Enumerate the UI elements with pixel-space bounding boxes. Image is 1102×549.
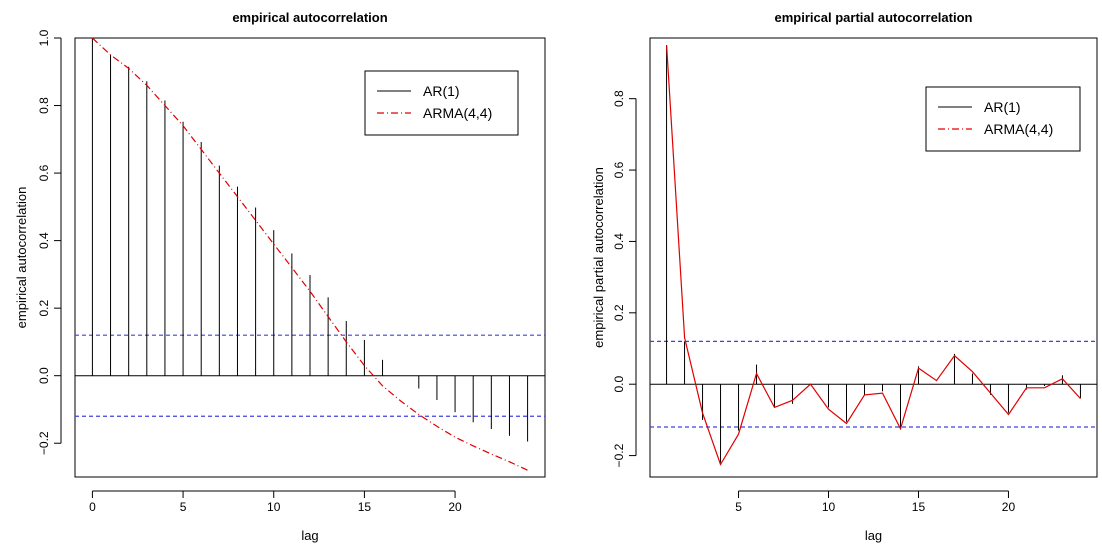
legend-label-ar: AR(1): [423, 83, 460, 99]
plot-frame: [649, 37, 1098, 478]
x-tick-label: 5: [735, 500, 742, 514]
y-tick-label: 0.8: [37, 97, 51, 114]
y-tick-label: 0.6: [612, 161, 626, 178]
y-axis-label: empirical autocorrelation: [14, 187, 29, 329]
x-tick-label: 5: [180, 500, 187, 514]
y-tick-label: −0.2: [37, 431, 51, 455]
y-tick-label: 0.8: [612, 90, 626, 107]
y-tick-label: 0.4: [612, 233, 626, 250]
autocorrelation-panel: empirical autocorrelation lag empirical au…: [14, 10, 546, 543]
y-tick-label: 1.0: [37, 29, 51, 46]
legend-box: [925, 86, 1081, 152]
y-tick-label: 0.0: [612, 376, 626, 393]
legend-label-ar: AR(1): [984, 99, 1021, 115]
legend-label-arma: ARMA(4,4): [423, 105, 492, 121]
x-axis-label: lag: [865, 528, 882, 543]
x-tick-label: 20: [1002, 500, 1016, 514]
chart-title: empirical autocorrelation: [232, 10, 387, 25]
legend-label-arma: ARMA(4,4): [984, 121, 1053, 137]
x-tick-label: 10: [822, 500, 836, 514]
x-axis-label: lag: [301, 528, 318, 543]
y-tick-label: 0.2: [37, 299, 51, 316]
legend: AR(1) ARMA(4,4): [364, 70, 519, 136]
chart-title: empirical partial autocorrelation: [775, 10, 973, 25]
x-tick-label: 15: [358, 500, 372, 514]
y-tick-label: 0.2: [612, 304, 626, 321]
x-tick-label: 20: [448, 500, 462, 514]
y-tick-label: 0.4: [37, 232, 51, 249]
x-tick-label: 10: [267, 500, 281, 514]
plot-frame: [74, 37, 546, 478]
y-axis-label: empirical partial autocorrelation: [591, 167, 606, 348]
x-tick-label: 15: [912, 500, 926, 514]
legend-box: [364, 70, 519, 136]
y-tick-label: −0.2: [612, 443, 626, 467]
y-tick-label: 0.6: [37, 164, 51, 181]
x-tick-label: 0: [89, 500, 96, 514]
arma-series-line: [91, 37, 528, 471]
legend: AR(1) ARMA(4,4): [925, 86, 1081, 152]
partial-autocorrelation-panel: empirical partial autocorrelation lag empi…: [591, 10, 1098, 543]
y-tick-label: 0.0: [37, 367, 51, 384]
arma-series-line: [666, 45, 1081, 466]
